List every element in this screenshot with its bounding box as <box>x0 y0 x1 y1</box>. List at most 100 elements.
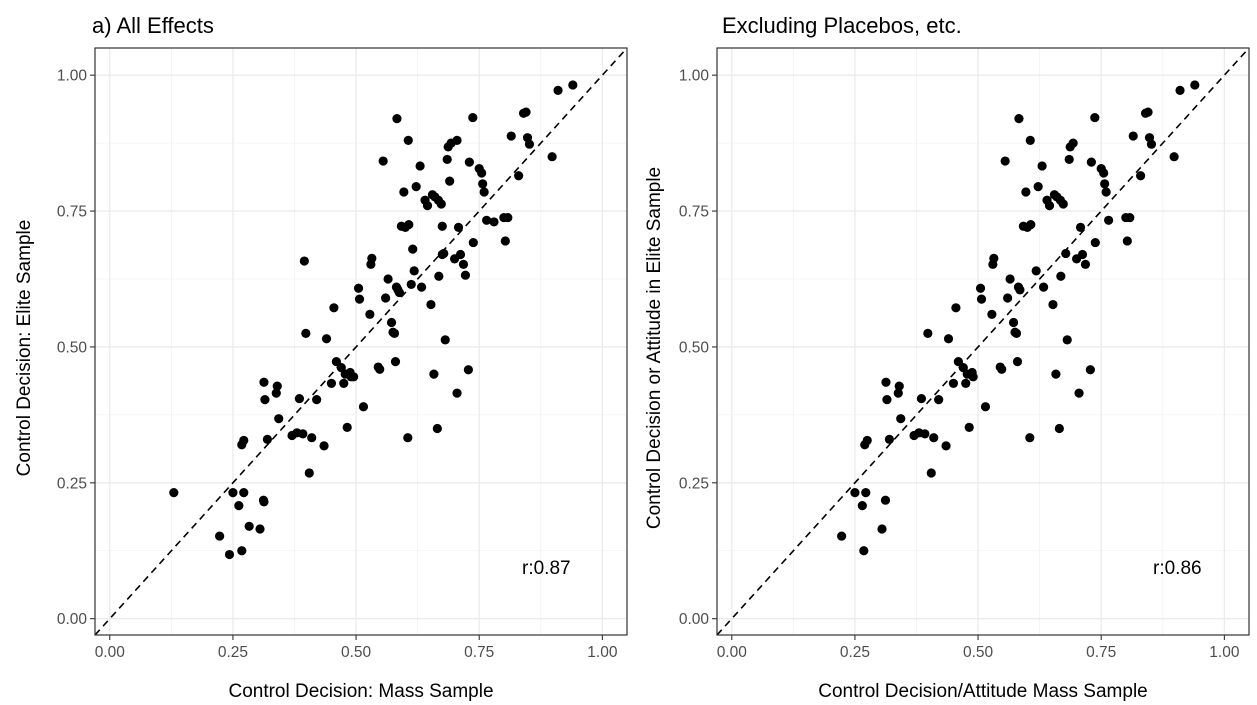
data-point <box>1077 249 1088 260</box>
data-point <box>458 259 469 269</box>
data-point <box>403 135 413 145</box>
identity-line <box>94 47 628 636</box>
data-point <box>237 546 247 556</box>
data-point <box>342 422 352 432</box>
data-point <box>234 501 244 511</box>
data-point <box>383 274 393 284</box>
data-point <box>1000 156 1010 166</box>
data-point <box>1056 271 1066 281</box>
data-point <box>1099 168 1109 178</box>
data-point <box>260 395 270 405</box>
data-point <box>916 393 927 404</box>
data-point <box>521 107 531 117</box>
data-point <box>1014 114 1024 124</box>
chart-title: a) All Effects <box>92 13 214 38</box>
data-point <box>1011 328 1022 338</box>
data-point <box>442 154 452 165</box>
x-tick-label: 0.50 <box>963 644 994 661</box>
data-point <box>1054 423 1064 434</box>
data-point <box>1015 285 1025 295</box>
x-tick-label: 0.00 <box>717 644 748 661</box>
data-point <box>1025 135 1035 145</box>
data-point <box>893 388 903 398</box>
correlation-annotation: r:0.86 <box>1153 558 1202 579</box>
data-point <box>392 114 402 124</box>
data-point <box>244 521 254 531</box>
data-point <box>386 317 397 328</box>
data-point <box>436 199 446 209</box>
data-point <box>948 378 959 388</box>
grid <box>95 48 627 635</box>
data-point <box>1100 179 1110 189</box>
data-point <box>381 293 391 303</box>
y-tick-label: 0.25 <box>679 475 709 492</box>
data-point <box>422 201 433 211</box>
data-point <box>1074 388 1084 398</box>
data-point <box>1051 369 1061 379</box>
data-point <box>1003 293 1013 303</box>
data-point <box>403 433 413 443</box>
data-point <box>339 378 349 388</box>
data-point <box>857 501 867 511</box>
data-point <box>503 212 513 223</box>
data-point <box>961 378 971 388</box>
data-point <box>301 328 311 338</box>
data-point <box>409 266 419 276</box>
data-point <box>568 80 578 90</box>
data-point <box>482 215 492 225</box>
grid <box>717 48 1249 635</box>
data-point <box>432 423 442 434</box>
data-point <box>489 217 499 227</box>
data-point <box>506 131 516 141</box>
data-point <box>455 249 466 260</box>
data-point <box>1080 259 1091 269</box>
data-point <box>926 468 936 478</box>
x-tick-label: 0.75 <box>1086 644 1116 661</box>
data-point <box>354 294 365 304</box>
data-point <box>881 377 891 387</box>
data-point <box>1061 248 1071 259</box>
data-point <box>896 414 906 424</box>
data-point <box>837 531 847 541</box>
data-point <box>452 388 462 398</box>
y-tick-label: 0.75 <box>57 204 87 221</box>
y-tick-label: 0.75 <box>679 204 709 221</box>
x-tick-label: 0.25 <box>840 644 870 661</box>
data-point <box>859 546 869 556</box>
x-tick-label: 0.00 <box>95 644 126 661</box>
data-point <box>1169 152 1179 162</box>
data-point <box>272 381 282 391</box>
correlation-annotation: r:0.87 <box>522 558 571 579</box>
data-point <box>1101 187 1111 197</box>
data-point <box>880 495 891 505</box>
data-point <box>500 236 510 246</box>
x-tick-label: 1.00 <box>1209 644 1240 661</box>
data-point <box>408 244 418 254</box>
data-point <box>426 299 436 310</box>
data-point <box>1025 433 1035 443</box>
data-point <box>399 187 409 197</box>
data-point <box>437 221 447 231</box>
data-point <box>547 152 557 162</box>
data-point <box>553 85 563 95</box>
data-point <box>416 282 427 292</box>
data-point <box>228 487 238 498</box>
x-tick-label: 0.25 <box>218 644 248 661</box>
data-point <box>1064 154 1074 165</box>
data-point <box>367 253 377 263</box>
y-tick-label: 0.50 <box>57 339 88 356</box>
data-point <box>445 176 455 186</box>
data-point <box>884 434 895 444</box>
data-point <box>987 309 997 319</box>
y-tick-label: 1.00 <box>57 68 88 85</box>
data-point <box>1128 131 1138 141</box>
data-point <box>850 487 860 498</box>
y-tick-label: 0.00 <box>679 611 710 628</box>
data-point <box>353 283 364 293</box>
data-point <box>271 388 281 398</box>
data-point <box>1058 199 1068 209</box>
data-point <box>389 328 400 338</box>
data-point <box>239 435 249 446</box>
data-point <box>1125 212 1135 223</box>
y-axis-title: Control Decision or Attitude in Elite Sa… <box>644 167 665 529</box>
